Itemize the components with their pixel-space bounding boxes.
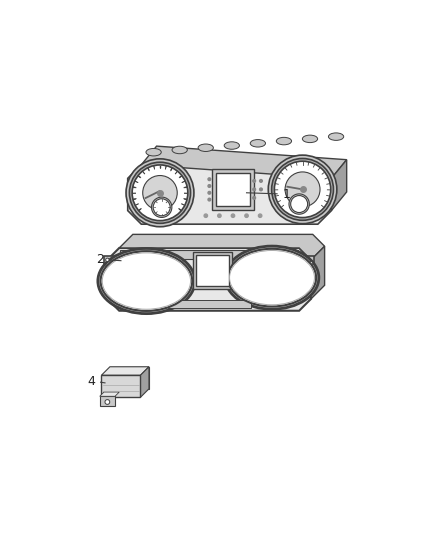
Circle shape [208,178,211,181]
Circle shape [253,188,255,191]
Ellipse shape [224,142,240,149]
Ellipse shape [172,146,187,154]
FancyBboxPatch shape [120,249,298,260]
Circle shape [153,199,170,216]
Polygon shape [119,235,325,260]
Circle shape [204,214,208,217]
Circle shape [152,197,172,217]
Polygon shape [100,397,115,406]
Polygon shape [299,256,314,270]
FancyBboxPatch shape [168,300,251,308]
Circle shape [218,214,221,217]
Circle shape [253,180,255,182]
Polygon shape [107,248,311,311]
Circle shape [105,400,110,405]
Circle shape [260,188,262,191]
FancyBboxPatch shape [196,255,229,286]
Ellipse shape [302,135,318,143]
Circle shape [231,214,235,217]
Ellipse shape [276,138,292,145]
Polygon shape [141,146,346,179]
FancyBboxPatch shape [216,173,250,206]
Circle shape [208,191,211,194]
Circle shape [274,161,331,217]
Text: 1: 1 [282,188,290,201]
Circle shape [106,265,109,268]
FancyBboxPatch shape [193,252,232,289]
Ellipse shape [102,253,191,309]
Polygon shape [104,256,119,270]
Circle shape [309,262,313,265]
Circle shape [143,175,177,210]
Circle shape [289,194,309,214]
Ellipse shape [146,149,161,156]
Polygon shape [141,367,149,397]
Circle shape [245,214,248,217]
Circle shape [126,159,194,227]
Circle shape [132,165,188,221]
Text: 2: 2 [96,253,104,266]
Circle shape [208,184,211,188]
Polygon shape [102,367,149,375]
Ellipse shape [230,251,314,305]
Ellipse shape [250,140,265,147]
Polygon shape [311,246,325,299]
Circle shape [268,155,337,224]
Ellipse shape [328,133,344,140]
Circle shape [285,172,320,207]
Ellipse shape [101,251,192,311]
Ellipse shape [225,246,319,309]
Circle shape [208,198,211,201]
Circle shape [253,197,255,199]
Circle shape [291,196,307,213]
Polygon shape [128,165,332,224]
Circle shape [272,158,333,220]
Circle shape [106,258,109,262]
Polygon shape [110,367,149,389]
Ellipse shape [198,144,213,151]
FancyBboxPatch shape [212,169,254,210]
Polygon shape [102,375,141,397]
Ellipse shape [98,248,195,313]
Polygon shape [100,392,119,397]
Circle shape [258,214,262,217]
Ellipse shape [228,249,316,306]
Text: 4: 4 [88,375,95,389]
Circle shape [260,180,262,182]
Circle shape [130,162,191,223]
Polygon shape [332,160,346,211]
